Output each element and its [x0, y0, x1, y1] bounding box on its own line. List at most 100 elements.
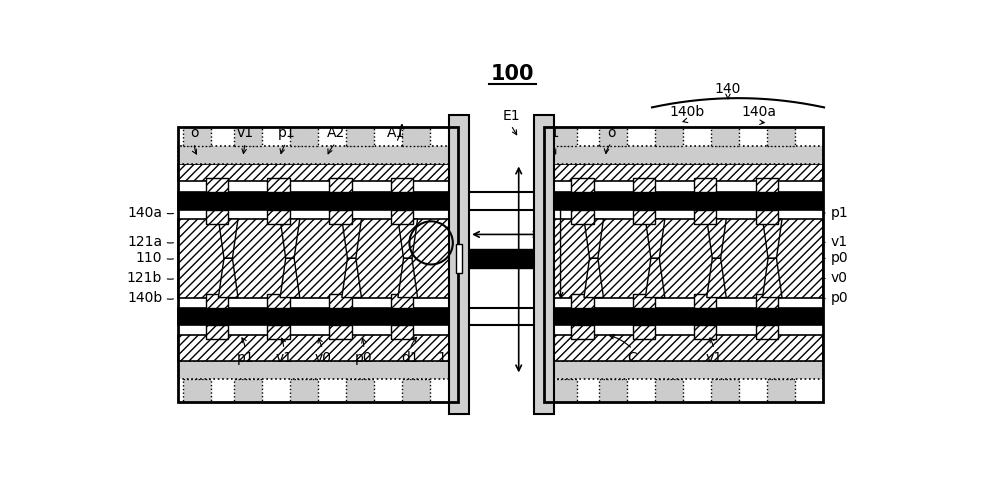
- Bar: [449, 115, 469, 414]
- Bar: [544, 146, 822, 164]
- Text: 140a: 140a: [127, 206, 162, 220]
- Text: v1: v1: [237, 127, 254, 141]
- Polygon shape: [707, 219, 726, 258]
- Bar: [178, 219, 458, 298]
- Bar: [346, 127, 374, 146]
- Bar: [756, 210, 778, 224]
- Bar: [178, 361, 458, 379]
- Bar: [206, 326, 228, 339]
- Bar: [544, 127, 822, 402]
- Text: 140b: 140b: [127, 291, 162, 305]
- Bar: [329, 178, 352, 192]
- Bar: [544, 334, 822, 361]
- Text: v0: v0: [830, 271, 847, 285]
- Polygon shape: [584, 219, 603, 258]
- Text: p0: p0: [355, 351, 373, 365]
- Bar: [178, 308, 458, 326]
- Bar: [756, 178, 778, 192]
- Bar: [655, 127, 683, 146]
- Text: p1: p1: [236, 351, 254, 365]
- Bar: [267, 326, 290, 339]
- Bar: [571, 178, 594, 192]
- Polygon shape: [398, 258, 418, 298]
- Bar: [234, 379, 262, 402]
- Polygon shape: [218, 258, 238, 298]
- Bar: [571, 210, 594, 224]
- Polygon shape: [342, 258, 361, 298]
- Bar: [549, 379, 577, 402]
- Bar: [329, 294, 352, 308]
- Bar: [346, 379, 374, 402]
- Bar: [178, 146, 458, 164]
- Bar: [402, 127, 430, 146]
- Bar: [694, 294, 716, 308]
- Bar: [329, 210, 352, 224]
- Bar: [694, 178, 716, 192]
- Polygon shape: [280, 219, 300, 258]
- Bar: [267, 294, 290, 308]
- Text: v1: v1: [705, 351, 723, 365]
- Bar: [599, 379, 627, 402]
- Text: p1: p1: [277, 127, 295, 141]
- Bar: [234, 127, 262, 146]
- Bar: [290, 379, 318, 402]
- Bar: [544, 192, 822, 210]
- Bar: [633, 326, 655, 339]
- Bar: [655, 379, 683, 402]
- Bar: [391, 326, 413, 339]
- Bar: [694, 326, 716, 339]
- Bar: [767, 379, 795, 402]
- Bar: [290, 127, 318, 146]
- Bar: [458, 249, 544, 267]
- Bar: [544, 308, 822, 326]
- Text: d1: d1: [401, 351, 419, 365]
- Bar: [571, 326, 594, 339]
- Bar: [267, 210, 290, 224]
- Text: 140: 140: [715, 82, 741, 96]
- Text: A2: A2: [327, 127, 345, 141]
- Text: 121a: 121a: [127, 235, 162, 249]
- Text: 110: 110: [136, 251, 162, 265]
- Bar: [549, 127, 577, 146]
- Text: C: C: [628, 351, 638, 365]
- Bar: [756, 326, 778, 339]
- Polygon shape: [645, 219, 665, 258]
- Bar: [391, 294, 413, 308]
- Text: 100: 100: [491, 64, 534, 84]
- Text: v0: v0: [314, 351, 331, 365]
- Bar: [633, 294, 655, 308]
- Bar: [633, 210, 655, 224]
- Text: p1: p1: [830, 206, 848, 220]
- Polygon shape: [707, 258, 726, 298]
- Polygon shape: [763, 258, 782, 298]
- Bar: [534, 115, 554, 414]
- Polygon shape: [218, 219, 238, 258]
- Bar: [402, 379, 430, 402]
- Bar: [391, 210, 413, 224]
- Bar: [767, 127, 795, 146]
- Bar: [391, 178, 413, 192]
- Polygon shape: [342, 219, 361, 258]
- Text: t1: t1: [546, 127, 560, 141]
- Bar: [183, 127, 211, 146]
- Bar: [456, 244, 462, 273]
- Bar: [599, 127, 627, 146]
- Bar: [544, 361, 822, 379]
- Polygon shape: [280, 258, 300, 298]
- Bar: [711, 379, 739, 402]
- Bar: [178, 127, 458, 402]
- Bar: [267, 178, 290, 192]
- Bar: [183, 379, 211, 402]
- Text: p0: p0: [830, 251, 848, 265]
- Polygon shape: [398, 219, 418, 258]
- Bar: [449, 115, 469, 414]
- Text: o: o: [607, 127, 616, 141]
- Text: A1: A1: [387, 127, 405, 141]
- Text: E1: E1: [449, 373, 467, 387]
- Bar: [544, 219, 822, 298]
- Polygon shape: [584, 258, 603, 298]
- Text: E1: E1: [502, 109, 520, 123]
- Polygon shape: [763, 219, 782, 258]
- Text: 121b: 121b: [127, 271, 162, 285]
- Bar: [633, 178, 655, 192]
